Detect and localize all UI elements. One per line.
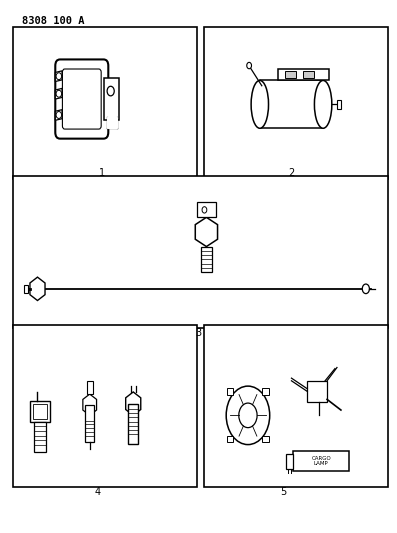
Bar: [34, 422, 46, 451]
Bar: [262, 389, 269, 395]
Polygon shape: [55, 71, 62, 82]
Polygon shape: [195, 217, 218, 247]
Bar: [87, 381, 93, 394]
Bar: [278, 69, 329, 80]
Polygon shape: [83, 394, 96, 415]
Bar: [204, 325, 388, 487]
Text: CARGO
LAMP: CARGO LAMP: [311, 456, 331, 466]
Bar: [201, 247, 212, 272]
Circle shape: [107, 86, 114, 96]
Bar: [262, 436, 269, 442]
Ellipse shape: [251, 80, 268, 128]
Bar: [85, 405, 94, 442]
Polygon shape: [55, 110, 62, 120]
Bar: [104, 78, 119, 120]
Bar: [33, 404, 47, 419]
Bar: [227, 436, 233, 442]
Circle shape: [247, 62, 252, 69]
Text: 4: 4: [94, 488, 101, 497]
Ellipse shape: [314, 80, 332, 128]
Bar: [260, 80, 323, 128]
Text: 2: 2: [288, 168, 295, 179]
Bar: [286, 454, 293, 469]
Circle shape: [226, 386, 270, 445]
Bar: [204, 27, 388, 179]
FancyBboxPatch shape: [62, 69, 101, 129]
Bar: [13, 325, 197, 487]
Ellipse shape: [56, 90, 62, 97]
Polygon shape: [55, 88, 62, 99]
Bar: [197, 203, 216, 217]
Polygon shape: [30, 277, 45, 301]
Bar: [13, 176, 388, 328]
Text: 3: 3: [195, 328, 202, 338]
Ellipse shape: [56, 111, 62, 118]
Text: 1: 1: [98, 168, 105, 179]
Ellipse shape: [362, 284, 369, 294]
Bar: [128, 403, 139, 443]
Text: 5: 5: [280, 488, 287, 497]
Bar: [13, 27, 197, 179]
Bar: [25, 285, 29, 293]
Circle shape: [239, 403, 257, 427]
Bar: [303, 71, 314, 78]
Bar: [107, 117, 117, 128]
Bar: [285, 71, 296, 78]
Ellipse shape: [56, 72, 62, 79]
Bar: [337, 100, 341, 109]
Circle shape: [202, 207, 207, 213]
FancyBboxPatch shape: [55, 60, 108, 139]
Bar: [30, 401, 50, 422]
Bar: [307, 381, 327, 402]
Bar: [293, 451, 349, 471]
Bar: [227, 389, 233, 395]
Text: 8308 100 A: 8308 100 A: [23, 15, 85, 26]
Polygon shape: [126, 392, 141, 415]
